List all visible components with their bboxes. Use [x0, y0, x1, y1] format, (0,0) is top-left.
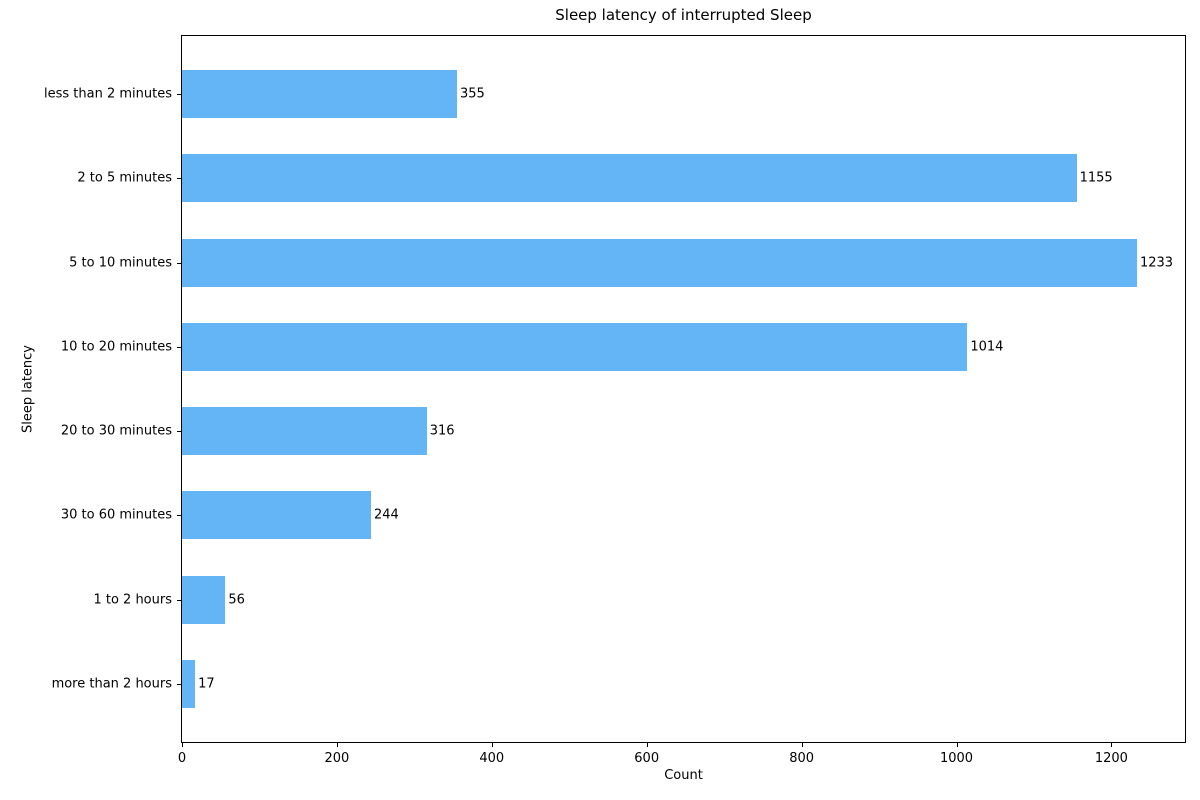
- y-tick-label: 2 to 5 minutes: [77, 170, 172, 186]
- bar-value-label: 316: [429, 423, 455, 439]
- bar: [182, 491, 371, 540]
- x-tick-mark: [1111, 743, 1113, 747]
- bar: [182, 659, 196, 708]
- y-tick-mark: [177, 431, 181, 433]
- y-tick-mark: [177, 346, 181, 348]
- chart-title: Sleep latency of interrupted Sleep: [555, 6, 812, 24]
- x-tick-label: 0: [177, 751, 187, 766]
- bar-value-label: 1014: [970, 339, 1004, 355]
- x-tick-mark: [956, 743, 958, 747]
- plot-area: 355 less than 2 minutes 1155 2 to 5 minutes…: [44, 35, 1186, 766]
- y-tick-mark: [177, 262, 181, 264]
- y-tick-label: more than 2 hours: [51, 676, 172, 692]
- y-tick-mark: [177, 94, 181, 96]
- bar: [182, 407, 427, 456]
- y-tick-label: 10 to 20 minutes: [60, 339, 172, 355]
- x-tick-mark: [646, 743, 648, 747]
- bar-value-label: 17: [198, 676, 215, 692]
- bar-value-label: 355: [459, 86, 485, 102]
- y-tick-mark: [177, 683, 181, 685]
- bar: [182, 238, 1137, 287]
- bar-value-label: 1233: [1139, 255, 1174, 271]
- x-axis-title: Count: [664, 768, 703, 783]
- x-tick-label: 1000: [939, 751, 974, 766]
- y-tick-label: 20 to 30 minutes: [60, 423, 172, 439]
- x-tick-label: 600: [634, 751, 660, 766]
- y-tick-label: 1 to 2 hours: [93, 592, 172, 608]
- bar: [182, 70, 457, 119]
- bar: [182, 154, 1077, 203]
- y-tick-mark: [177, 515, 181, 517]
- y-tick-mark: [177, 599, 181, 601]
- y-tick-label: less than 2 minutes: [44, 86, 172, 102]
- bar-value-label: 1155: [1079, 170, 1113, 186]
- bar-value-label: 56: [228, 592, 245, 608]
- y-tick-label: 5 to 10 minutes: [69, 255, 172, 271]
- bar: [182, 322, 968, 371]
- x-tick-label: 400: [479, 751, 505, 766]
- x-tick-label: 1200: [1094, 751, 1128, 766]
- x-tick-mark: [336, 743, 338, 747]
- x-tick-mark: [182, 743, 183, 747]
- x-tick-label: 200: [324, 751, 350, 766]
- x-tick-label: 800: [789, 751, 815, 766]
- y-axis-title: Sleep latency: [20, 345, 36, 433]
- y-tick-label: 30 to 60 minutes: [60, 507, 172, 523]
- y-tick-mark: [177, 178, 181, 180]
- bar: [182, 575, 226, 624]
- bar-value-label: 244: [373, 507, 399, 523]
- x-tick-mark: [491, 743, 493, 747]
- x-tick-mark: [801, 743, 803, 747]
